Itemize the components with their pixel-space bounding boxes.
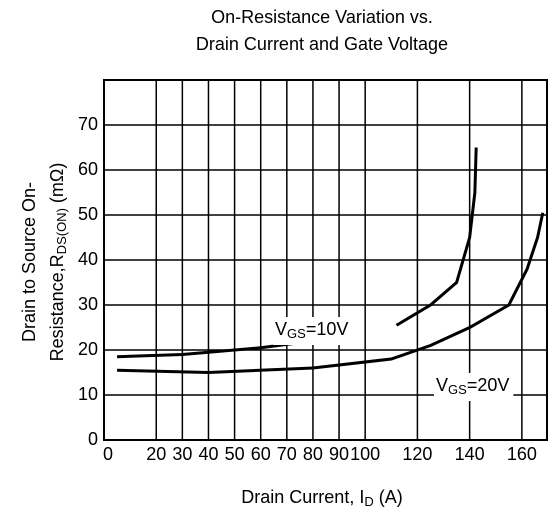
- x-axis-label-sub: D: [364, 494, 373, 509]
- y-tick-label: 70: [78, 114, 98, 134]
- y-axis-label-part: (mΩ): [47, 163, 67, 208]
- y-axis-label-part: Resistance,R: [47, 254, 67, 361]
- chart-title: Drain Current and Gate Voltage: [196, 34, 448, 54]
- y-tick-label: 30: [78, 294, 98, 314]
- x-tick-label: 50: [225, 444, 245, 464]
- x-tick-label: 120: [402, 444, 432, 464]
- y-axis-label-sub: DS(ON): [54, 208, 69, 254]
- annotation-part: =10V: [306, 319, 349, 339]
- x-tick-label: 60: [251, 444, 271, 464]
- x-tick-label: 100: [350, 444, 380, 464]
- x-axis-label: Drain Current, ID (A): [241, 487, 402, 510]
- y-tick-label: 50: [78, 204, 98, 224]
- annotation: VGS=10V: [275, 319, 348, 342]
- y-axis-label-part: Drain to Source On-: [19, 182, 39, 342]
- x-tick-label: 40: [198, 444, 218, 464]
- annotation-sub: GS: [448, 382, 467, 397]
- data-line: [117, 212, 545, 375]
- y-tick-label: 20: [78, 339, 98, 359]
- x-axis-label-part: Drain Current, I: [241, 487, 364, 507]
- y-tick-label: 0: [88, 429, 98, 449]
- annotation-part: =20V: [467, 375, 510, 395]
- annotation-part: V: [436, 375, 448, 395]
- y-axis-label: Resistance,RDS(ON) (mΩ): [47, 163, 70, 362]
- annotation-sub: GS: [287, 326, 306, 341]
- x-tick-label: 30: [172, 444, 192, 464]
- annotation-bg: [273, 317, 353, 345]
- annotation-bg: [434, 373, 514, 401]
- y-tick-label: 40: [78, 249, 98, 269]
- y-axis-label: Drain to Source On-: [19, 182, 39, 342]
- x-tick-label: 90: [329, 444, 349, 464]
- y-tick-label: 60: [78, 159, 98, 179]
- annotation: VGS=20V: [436, 375, 509, 398]
- x-axis-label-part: (A): [374, 487, 403, 507]
- x-tick-label: 20: [146, 444, 166, 464]
- annotation-part: V: [275, 319, 287, 339]
- y-tick-label: 10: [78, 384, 98, 404]
- x-tick-label: 140: [455, 444, 485, 464]
- plot-frame: [103, 79, 548, 441]
- x-tick-label: 160: [507, 444, 537, 464]
- chart-title: On-Resistance Variation vs.: [211, 7, 433, 27]
- x-tick-label: 70: [277, 444, 297, 464]
- x-tick-label: 80: [303, 444, 323, 464]
- x-tick-label: 0: [103, 444, 113, 464]
